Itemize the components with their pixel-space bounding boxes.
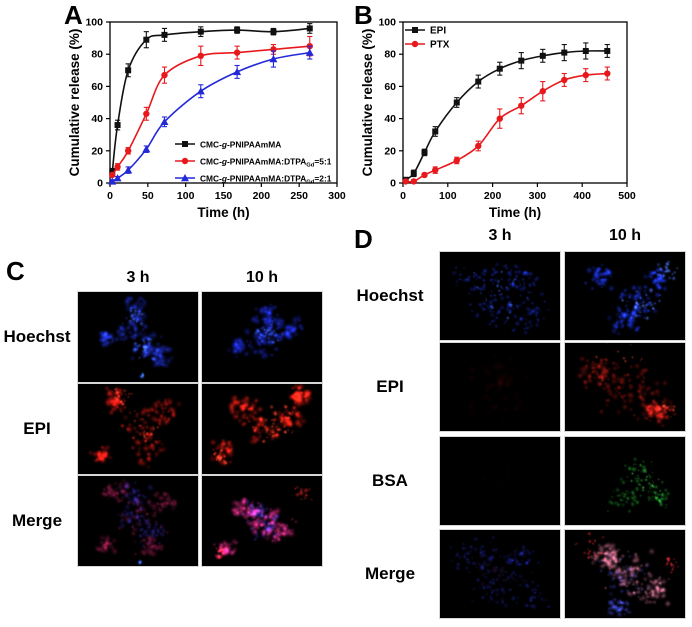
release-chart-a: 0 50 100 150 200 250 300 0 20 40 60 80 100 Time (h) Cu… bbox=[55, 0, 347, 233]
svg-text:EPI: EPI bbox=[430, 25, 446, 36]
panel-d-image-bsa-10h bbox=[564, 436, 686, 526]
svg-text:300: 300 bbox=[328, 190, 346, 202]
svg-text:40: 40 bbox=[384, 113, 396, 125]
svg-text:200: 200 bbox=[484, 190, 502, 202]
svg-text:80: 80 bbox=[384, 49, 396, 61]
panel-c-image-hoechst-10h bbox=[201, 291, 323, 383]
svg-text:150: 150 bbox=[215, 190, 233, 202]
panel-d-label: D bbox=[354, 224, 373, 254]
svg-text:60: 60 bbox=[384, 81, 396, 93]
panel-b-label: B bbox=[354, 0, 373, 30]
svg-text:CMC-g-PNIPAAmMA: CMC-g-PNIPAAmMA bbox=[200, 139, 281, 149]
release-chart-b: 0 100 200 300 400 500 0 20 40 60 80 100 Time (h) Cumu… bbox=[352, 0, 642, 233]
svg-text:100: 100 bbox=[85, 17, 103, 29]
panel-d-image-hoechst-10h bbox=[564, 251, 686, 341]
panel-d-row-hoechst: Hoechst bbox=[356, 286, 424, 305]
panel-c-image-epi-10h bbox=[201, 383, 323, 475]
svg-text:500: 500 bbox=[618, 190, 636, 202]
svg-text:0: 0 bbox=[400, 190, 406, 202]
svg-text:250: 250 bbox=[290, 190, 308, 202]
panel-d-image-epi-10h bbox=[564, 342, 686, 432]
svg-text:200: 200 bbox=[253, 190, 271, 202]
panel-d-col-3h: 3 h bbox=[488, 227, 512, 244]
svg-text:50: 50 bbox=[142, 190, 154, 202]
panel-d-col-10h: 10 h bbox=[608, 227, 641, 244]
panel-c-image-merge-10h bbox=[201, 475, 323, 567]
svg-text:CMC-g-PNIPAAmMA:DTPAGd=5:1: CMC-g-PNIPAAmMA:DTPAGd=5:1 bbox=[200, 156, 332, 168]
panel-d-image-epi-3h bbox=[439, 342, 561, 432]
svg-text:60: 60 bbox=[91, 81, 103, 93]
svg-text:PTX: PTX bbox=[430, 39, 450, 50]
svg-text:40: 40 bbox=[91, 113, 103, 125]
panel-d-image-bsa-3h bbox=[439, 436, 561, 526]
panel-d-image-hoechst-3h bbox=[439, 251, 561, 341]
svg-text:20: 20 bbox=[91, 145, 103, 157]
svg-text:300: 300 bbox=[529, 190, 547, 202]
svg-text:400: 400 bbox=[573, 190, 591, 202]
svg-text:0: 0 bbox=[107, 190, 113, 202]
panel-c-row-epi: EPI bbox=[23, 419, 51, 438]
panel-c-col-10h: 10 h bbox=[245, 269, 278, 286]
panel-c-label: C bbox=[6, 256, 25, 286]
panel-c-image-hoechst-3h bbox=[77, 291, 199, 383]
svg-text:Cumulative release (%): Cumulative release (%) bbox=[67, 29, 82, 177]
panel-a-label: A bbox=[64, 0, 83, 30]
panel-d-row-epi: EPI bbox=[376, 377, 404, 396]
svg-text:Cumulative release (%): Cumulative release (%) bbox=[360, 29, 375, 177]
panel-d-image-merge-3h bbox=[439, 529, 561, 619]
svg-text:Time (h): Time (h) bbox=[197, 205, 249, 220]
svg-text:Time (h): Time (h) bbox=[489, 205, 541, 220]
panel-d-row-bsa: BSA bbox=[372, 471, 408, 490]
panel-d-image-merge-10h bbox=[564, 529, 686, 619]
panel-c-col-3h: 3 h bbox=[126, 269, 150, 286]
svg-text:100: 100 bbox=[177, 190, 195, 202]
svg-text:0: 0 bbox=[97, 178, 103, 190]
svg-text:100: 100 bbox=[378, 17, 396, 29]
svg-text:CMC-g-PNIPAAmMA:DTPAGd=2:1: CMC-g-PNIPAAmMA:DTPAGd=2:1 bbox=[200, 173, 332, 185]
svg-text:0: 0 bbox=[390, 178, 396, 190]
panel-c-image-epi-3h bbox=[77, 383, 199, 475]
panel-c-row-merge: Merge bbox=[11, 511, 63, 530]
panel-c-image-merge-3h bbox=[77, 475, 199, 567]
svg-text:80: 80 bbox=[91, 49, 103, 61]
panel-c-row-hoechst: Hoechst bbox=[3, 327, 71, 346]
svg-text:20: 20 bbox=[384, 145, 396, 157]
panel-d-row-merge: Merge bbox=[364, 564, 416, 583]
svg-text:100: 100 bbox=[439, 190, 457, 202]
